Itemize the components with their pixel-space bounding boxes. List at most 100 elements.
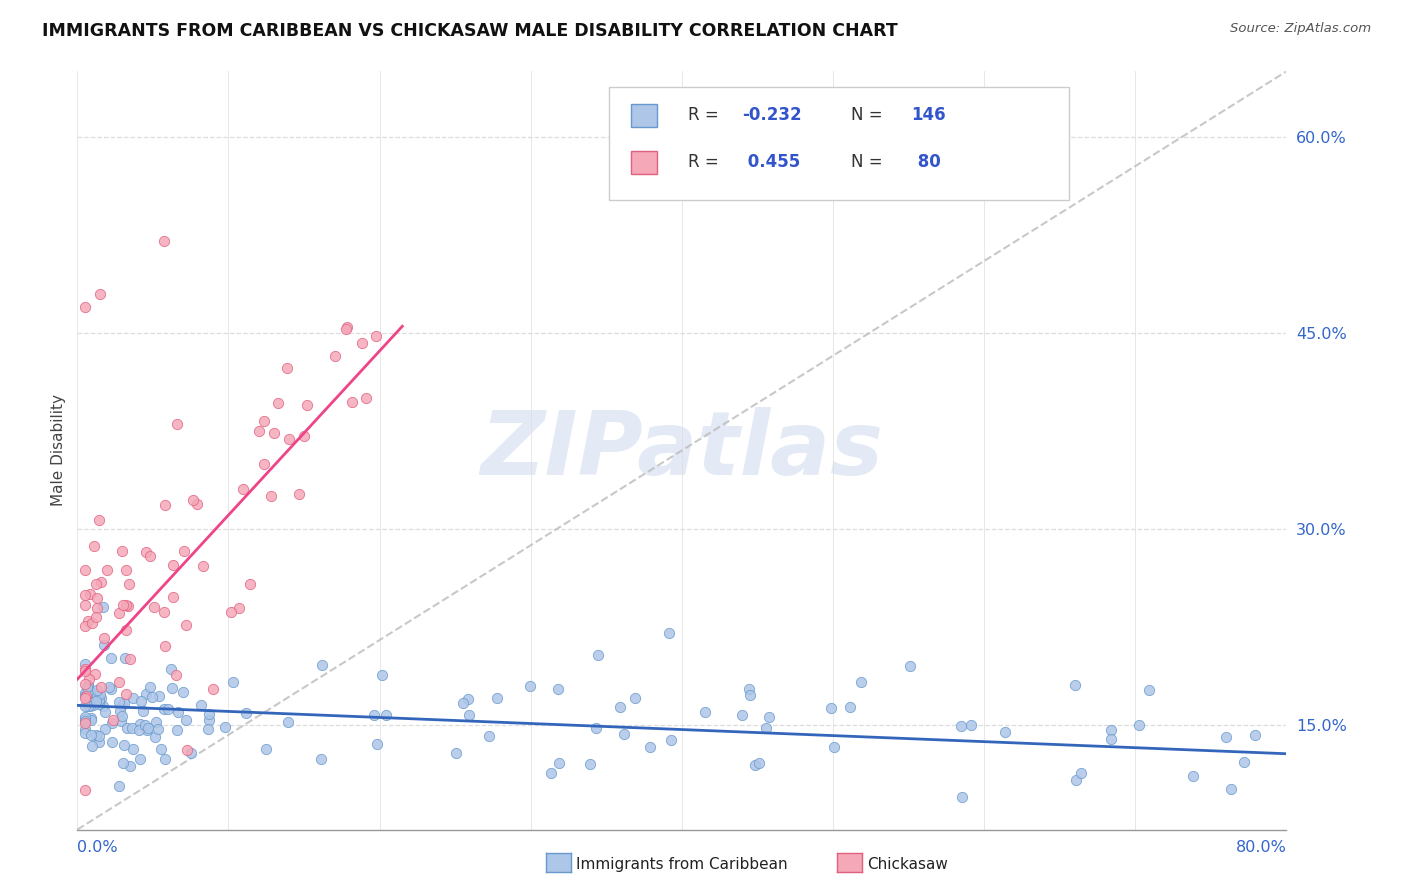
- Point: [838, 699, 860, 714]
- Point: [1070, 766, 1092, 780]
- Point: [247, 424, 270, 438]
- Point: [115, 623, 138, 637]
- Point: [73, 686, 96, 700]
- Point: [477, 729, 499, 743]
- Point: [73, 699, 96, 714]
- Point: [134, 718, 156, 732]
- Point: [323, 349, 346, 363]
- Point: [166, 723, 188, 737]
- Point: [77, 699, 100, 714]
- Point: [76, 678, 98, 692]
- Point: [235, 706, 257, 720]
- Text: ZIPatlas: ZIPatlas: [481, 407, 883, 494]
- Point: [232, 482, 254, 496]
- Point: [89, 687, 111, 701]
- Point: [695, 706, 717, 720]
- Point: [157, 702, 180, 716]
- Point: [366, 738, 388, 752]
- Point: [112, 738, 135, 752]
- Point: [547, 682, 569, 697]
- Point: [519, 679, 541, 693]
- Point: [486, 691, 509, 706]
- Point: [297, 398, 319, 412]
- Point: [214, 720, 236, 734]
- Point: [1215, 730, 1237, 744]
- Point: [578, 757, 600, 772]
- Point: [181, 492, 204, 507]
- Point: [94, 705, 117, 719]
- Point: [731, 707, 754, 722]
- Point: [340, 394, 363, 409]
- Point: [73, 662, 96, 676]
- Point: [155, 752, 177, 766]
- Point: [160, 681, 183, 696]
- Point: [198, 714, 221, 728]
- Point: [820, 701, 842, 715]
- Point: [162, 558, 184, 573]
- Point: [585, 721, 607, 735]
- Point: [112, 697, 135, 711]
- Point: [112, 598, 135, 612]
- Text: N =: N =: [851, 153, 889, 171]
- Point: [609, 700, 631, 714]
- Point: [80, 713, 103, 727]
- Point: [115, 563, 138, 577]
- Point: [375, 708, 398, 723]
- Point: [114, 598, 136, 612]
- Point: [83, 539, 105, 553]
- Point: [73, 715, 96, 730]
- Point: [180, 746, 202, 760]
- Point: [79, 672, 101, 686]
- Point: [174, 713, 197, 727]
- Point: [142, 600, 165, 615]
- Text: 146: 146: [911, 106, 946, 124]
- Point: [132, 704, 155, 718]
- Point: [136, 723, 159, 737]
- Point: [79, 686, 101, 700]
- Point: [80, 739, 103, 753]
- Bar: [631, 151, 657, 174]
- Point: [107, 695, 129, 709]
- Point: [118, 652, 141, 666]
- Point: [823, 739, 845, 754]
- Point: [90, 575, 112, 590]
- Point: [1099, 723, 1122, 737]
- Point: [738, 681, 761, 696]
- Text: 0.455: 0.455: [742, 153, 800, 171]
- Point: [80, 711, 103, 725]
- Point: [148, 690, 170, 704]
- Point: [90, 680, 112, 694]
- Point: [1219, 782, 1241, 797]
- Point: [1128, 717, 1150, 731]
- Point: [93, 639, 115, 653]
- Point: [173, 543, 195, 558]
- Point: [354, 392, 377, 406]
- Point: [239, 577, 262, 591]
- Point: [950, 789, 973, 804]
- Point: [165, 667, 187, 681]
- Point: [191, 559, 214, 574]
- Point: [73, 588, 96, 602]
- Text: 0.0%: 0.0%: [77, 840, 118, 855]
- Point: [77, 614, 100, 628]
- Text: 80: 80: [911, 153, 941, 171]
- Point: [350, 336, 373, 351]
- Point: [153, 702, 176, 716]
- Point: [898, 659, 921, 673]
- Point: [1137, 682, 1160, 697]
- Point: [73, 657, 96, 672]
- Point: [366, 329, 388, 343]
- Point: [115, 721, 138, 735]
- Point: [111, 709, 134, 723]
- Point: [73, 598, 96, 612]
- Bar: [631, 104, 657, 127]
- Point: [146, 722, 169, 736]
- Point: [115, 687, 138, 701]
- Text: -0.232: -0.232: [742, 106, 801, 124]
- Point: [309, 752, 332, 766]
- Point: [111, 544, 134, 558]
- Point: [110, 714, 132, 728]
- Point: [75, 689, 97, 703]
- Point: [79, 699, 101, 714]
- Point: [73, 677, 96, 691]
